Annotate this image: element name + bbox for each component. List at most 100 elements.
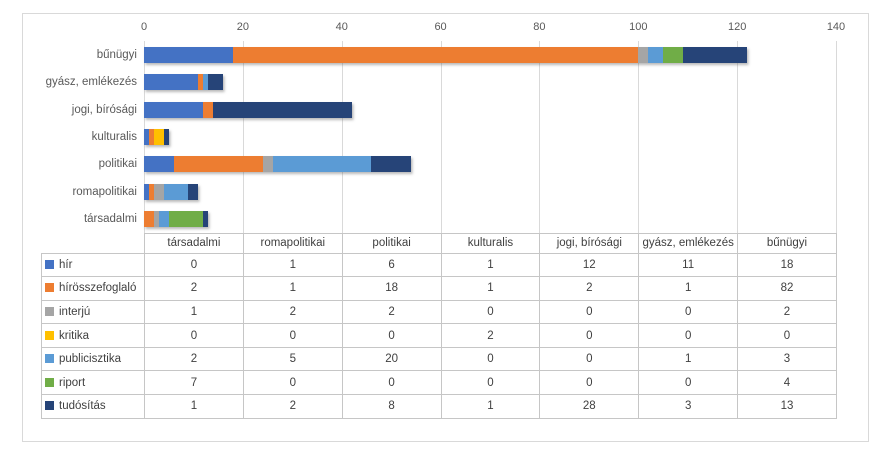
table-value-cell: 0 [638, 299, 739, 325]
table-value-cell: 18 [737, 252, 837, 278]
gridline [539, 41, 541, 233]
bar-segment-tudósítás [188, 183, 199, 200]
bar-segment-hír [144, 101, 204, 118]
table-value-cell: 1 [144, 394, 244, 419]
x-axis-tick-label: 140 [826, 21, 846, 33]
x-axis-tick-label: 100 [629, 21, 648, 33]
table-value-cell: 18 [341, 276, 442, 301]
bar-segment-riport [168, 211, 204, 228]
table-row: interjú 1 2 2 0 0 0 2 [41, 299, 837, 325]
bar-segment-hírösszefoglaló [144, 211, 154, 228]
table-value-cell: 2 [341, 299, 442, 325]
x-axis-tick-label: 0 [140, 21, 148, 33]
bar-romapolitikai [144, 183, 199, 200]
table-value-cell: 1 [638, 276, 739, 301]
gridline [242, 41, 244, 233]
bar-segment-hírösszefoglaló [198, 74, 204, 91]
x-axis-tick-label: 40 [335, 21, 348, 33]
bar-segment-publicisztika [203, 74, 209, 91]
gridline [440, 41, 442, 233]
bar-jogi, bírósági [144, 101, 352, 118]
table-value-cell: 2 [144, 276, 244, 301]
bar-segment-publicisztika [648, 46, 663, 63]
table-column-header: kulturalis [440, 233, 541, 254]
table-column-header: romapolitikai [242, 233, 343, 254]
bar-segment-interjú [262, 156, 273, 173]
table-value-cell: 0 [539, 346, 640, 372]
bar-segment-hír [144, 46, 233, 63]
series-label-cell: publicisztika [41, 346, 145, 372]
table-value-cell: 3 [737, 346, 837, 372]
bar-segment-interjú [153, 211, 159, 228]
table-row: hírösszefoglaló 2 1 18 1 2 1 82 [41, 276, 837, 301]
category-axis-label: romapolitikai [72, 185, 137, 198]
table-value-cell: 0 [539, 370, 640, 396]
gridline [836, 41, 837, 233]
chart-data-table: társadalmi romapolitikai politikai kultural… [41, 233, 837, 419]
table-header-row: társadalmi romapolitikai politikai kultural… [41, 233, 837, 254]
table-value-cell: 0 [638, 370, 739, 396]
category-axis-label: bűnügyi [96, 48, 137, 61]
table-value-cell: 5 [242, 346, 343, 372]
bar-segment-hírösszefoglaló [232, 46, 639, 63]
table-value-cell: 0 [539, 299, 640, 325]
bar-segment-hír [144, 74, 199, 91]
table-value-cell: 1 [440, 276, 541, 301]
chart-object-frame[interactable]: 0 20 40 60 80 100 120 140 bűnügyi gyász, emlékez… [22, 13, 869, 442]
legend-swatch-riport [45, 377, 54, 387]
table-value-cell: 0 [341, 323, 442, 348]
bar-segment-tudósítás [371, 156, 411, 173]
bar-segment-hír [144, 183, 149, 200]
table-value-cell: 2 [242, 394, 343, 419]
bar-segment-publicisztika [163, 183, 189, 200]
table-value-cell: 0 [144, 252, 244, 278]
series-label-cell: interjú [41, 299, 145, 325]
legend-swatch-hírösszefoglaló [45, 283, 54, 293]
table-value-cell: 1 [440, 394, 541, 419]
category-axis-label: gyász, emlékezés [45, 76, 137, 89]
bar-segment-hír [144, 156, 174, 173]
table-value-cell: 2 [242, 299, 343, 325]
category-axis-label: kulturalis [91, 131, 137, 143]
legend-swatch-hír [45, 259, 54, 269]
table-value-cell: 28 [539, 394, 640, 419]
x-axis-tick-label: 60 [434, 21, 447, 33]
table-value-cell: 82 [737, 276, 837, 301]
table-corner-cell [41, 233, 145, 254]
table-row: hír 0 1 6 1 12 11 18 [41, 252, 837, 278]
series-label-cell: riport [41, 370, 145, 396]
bar-segment-hír [144, 129, 149, 145]
legend-swatch-tudósítás [45, 401, 54, 411]
bar-segment-riport [662, 46, 683, 63]
table-value-cell: 8 [341, 394, 442, 419]
table-row: tudósítás 1 2 8 1 28 3 13 [41, 394, 837, 419]
table-column-header: gyász, emlékezés [638, 233, 739, 254]
category-axis-label: jogi, bírósági [71, 103, 137, 116]
legend-swatch-publicisztika [45, 354, 54, 364]
bar-segment-tudósítás [682, 46, 747, 63]
x-axis-tick-label: 120 [727, 21, 747, 33]
gridline [638, 41, 640, 233]
table-row: kritika 0 0 0 2 0 0 0 [41, 323, 837, 348]
table-value-cell: 0 [341, 370, 442, 396]
table-value-cell: 11 [638, 252, 739, 278]
legend-swatch-interjú [45, 306, 54, 316]
series-label-cell: kritika [41, 323, 145, 348]
bar-politikai [144, 156, 411, 173]
table-value-cell: 1 [440, 252, 541, 278]
table-value-cell: 0 [440, 299, 541, 325]
table-row: riport 7 0 0 0 0 0 4 [41, 370, 837, 396]
table-value-cell: 4 [737, 370, 837, 396]
table-value-cell: 2 [737, 299, 837, 325]
table-value-cell: 12 [539, 252, 640, 278]
bar-segment-tudósítás [208, 74, 224, 91]
table-value-cell: 0 [737, 323, 837, 348]
bar-segment-tudósítás [203, 211, 209, 228]
category-axis-label: politikai [98, 158, 137, 171]
table-value-cell: 0 [440, 370, 541, 396]
table-column-header: bűnügyi [737, 233, 837, 254]
table-column-header: társadalmi [144, 233, 244, 254]
x-axis-tick-label: 80 [533, 21, 546, 33]
table-value-cell: 2 [440, 323, 541, 348]
